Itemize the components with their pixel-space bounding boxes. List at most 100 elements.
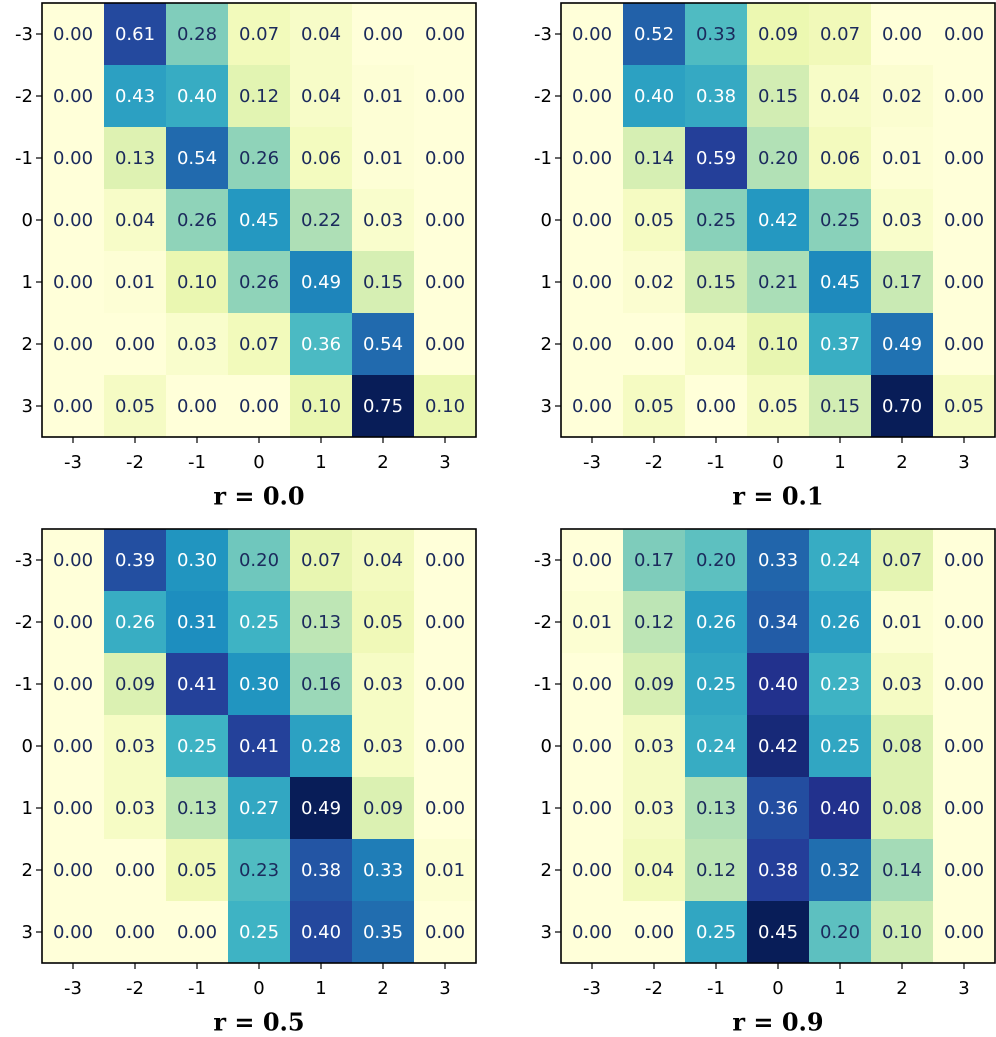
heatmap-cell: [104, 839, 167, 902]
cell-label: 0.00: [634, 922, 674, 943]
y-tick-label: 1: [22, 272, 33, 293]
heatmap-cell: [414, 529, 477, 592]
cell-label: 0.05: [177, 860, 217, 881]
x-tick-label: 1: [834, 978, 845, 999]
cell-label: 0.54: [363, 334, 403, 355]
x-tick-label: -3: [64, 452, 82, 473]
cell-label: 0.00: [425, 24, 465, 45]
cell-label: 0.00: [572, 922, 612, 943]
cell-label: 0.05: [115, 396, 155, 417]
heatmap-cell: [414, 189, 477, 252]
heatmap-cell: [623, 591, 686, 654]
x-tick-label: 0: [772, 452, 783, 473]
heatmap-cell: [933, 591, 996, 654]
x-tick-label: 2: [377, 978, 388, 999]
heatmap-cell: [414, 777, 477, 840]
cell-label: 0.08: [882, 736, 922, 757]
heatmap-cell: [561, 127, 624, 190]
y-tick-label: -3: [534, 550, 552, 571]
heatmap-cell: [414, 251, 477, 314]
cell-label: 0.49: [301, 798, 341, 819]
heatmap-cell: [166, 529, 229, 592]
cell-label: 0.13: [301, 612, 341, 633]
y-tick-label: 0: [22, 736, 33, 757]
x-tick-label: -2: [645, 452, 663, 473]
heatmap-cell: [623, 529, 686, 592]
heatmap-cell: [290, 65, 353, 128]
cell-label: 0.00: [53, 550, 93, 571]
heatmap-cell: [685, 715, 748, 778]
cell-label: 0.13: [115, 148, 155, 169]
heatmap-cell: [42, 591, 105, 654]
heatmap-cell: [623, 313, 686, 376]
cell-label: 0.01: [425, 860, 465, 881]
cell-label: 0.00: [53, 86, 93, 107]
heatmap-cell: [933, 777, 996, 840]
heatmap-cell: [933, 901, 996, 964]
cell-label: 0.15: [820, 396, 860, 417]
heatmap-cell: [871, 65, 934, 128]
y-tick-label: -3: [15, 550, 33, 571]
cell-label: 0.00: [425, 86, 465, 107]
cell-label: 0.00: [572, 24, 612, 45]
cell-label: 0.42: [758, 210, 798, 231]
cell-label: 0.01: [572, 612, 612, 633]
cell-label: 0.03: [363, 674, 403, 695]
heatmap-cell: [809, 653, 872, 716]
heatmap-cell: [42, 3, 105, 66]
y-tick-label: -2: [15, 612, 33, 633]
x-tick-label: -1: [707, 452, 725, 473]
heatmap-cell: [809, 529, 872, 592]
x-tick-label: -3: [583, 452, 601, 473]
heatmap-cell: [228, 313, 291, 376]
heatmap-cell: [685, 189, 748, 252]
x-tick-label: 1: [315, 978, 326, 999]
y-tick-label: -2: [534, 86, 552, 107]
heatmap-cell: [685, 653, 748, 716]
cell-label: 0.00: [944, 86, 984, 107]
cell-label: 0.45: [239, 210, 279, 231]
cell-label: 0.00: [177, 396, 217, 417]
cell-label: 0.01: [882, 612, 922, 633]
cell-label: 0.08: [882, 798, 922, 819]
heatmap-cell: [166, 653, 229, 716]
heatmap-cell: [414, 901, 477, 964]
heatmap-cell: [809, 189, 872, 252]
x-tick-label: 0: [772, 978, 783, 999]
heatmap-cell: [290, 127, 353, 190]
heatmap-cell: [685, 839, 748, 902]
cell-label: 0.00: [425, 798, 465, 819]
cell-label: 0.26: [820, 612, 860, 633]
cell-label: 0.00: [425, 550, 465, 571]
cell-label: 0.25: [696, 922, 736, 943]
heatmap-cell: [623, 375, 686, 438]
cell-label: 0.04: [115, 210, 155, 231]
cell-label: 0.17: [634, 550, 674, 571]
heatmap-cell: [104, 715, 167, 778]
cell-label: 0.00: [425, 272, 465, 293]
cell-label: 0.36: [758, 798, 798, 819]
cell-label: 0.12: [696, 860, 736, 881]
cell-label: 0.00: [115, 334, 155, 355]
cell-label: 0.04: [301, 24, 341, 45]
heatmap-cell: [747, 65, 810, 128]
heatmap-cell: [414, 3, 477, 66]
heatmap-cell: [623, 127, 686, 190]
heatmap-cell: [809, 777, 872, 840]
heatmap-cell: [42, 777, 105, 840]
cell-label: 0.00: [53, 272, 93, 293]
cell-label: 0.00: [944, 24, 984, 45]
cell-label: 0.00: [944, 272, 984, 293]
cell-label: 0.01: [882, 148, 922, 169]
x-tick-label: 3: [439, 978, 450, 999]
cell-label: 0.00: [572, 148, 612, 169]
heatmap-cell: [685, 251, 748, 314]
heatmap-cell: [228, 901, 291, 964]
y-tick-label: -1: [534, 148, 552, 169]
cell-label: 0.70: [882, 396, 922, 417]
heatmap-cell: [933, 65, 996, 128]
cell-label: 0.52: [634, 24, 674, 45]
cell-label: 0.00: [572, 860, 612, 881]
cell-label: 0.00: [425, 210, 465, 231]
